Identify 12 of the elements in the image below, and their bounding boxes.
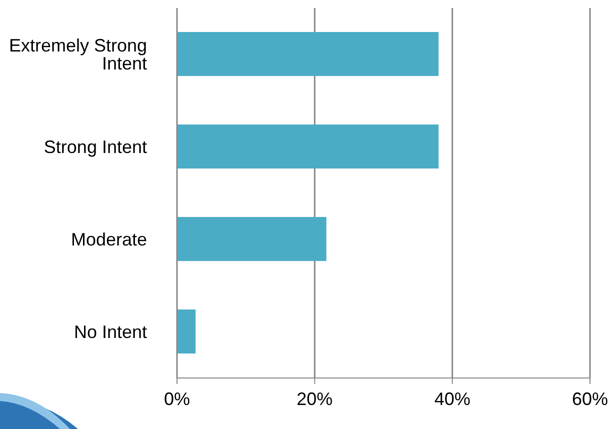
y-tick-label: Extremely Strong Intent: [8, 36, 147, 74]
x-tick-label: 20%: [296, 388, 333, 409]
y-tick-label: No Intent: [74, 322, 147, 342]
bar: [177, 124, 439, 168]
x-tick-label: 0%: [164, 388, 190, 409]
x-tick-label: 60%: [572, 388, 608, 409]
bar: [177, 217, 326, 261]
y-tick-label: Moderate: [70, 230, 147, 250]
x-tick-label: 40%: [434, 388, 470, 409]
y-tick-label: Strong Intent: [44, 137, 147, 158]
bar: [177, 32, 439, 76]
bar: [177, 310, 196, 354]
